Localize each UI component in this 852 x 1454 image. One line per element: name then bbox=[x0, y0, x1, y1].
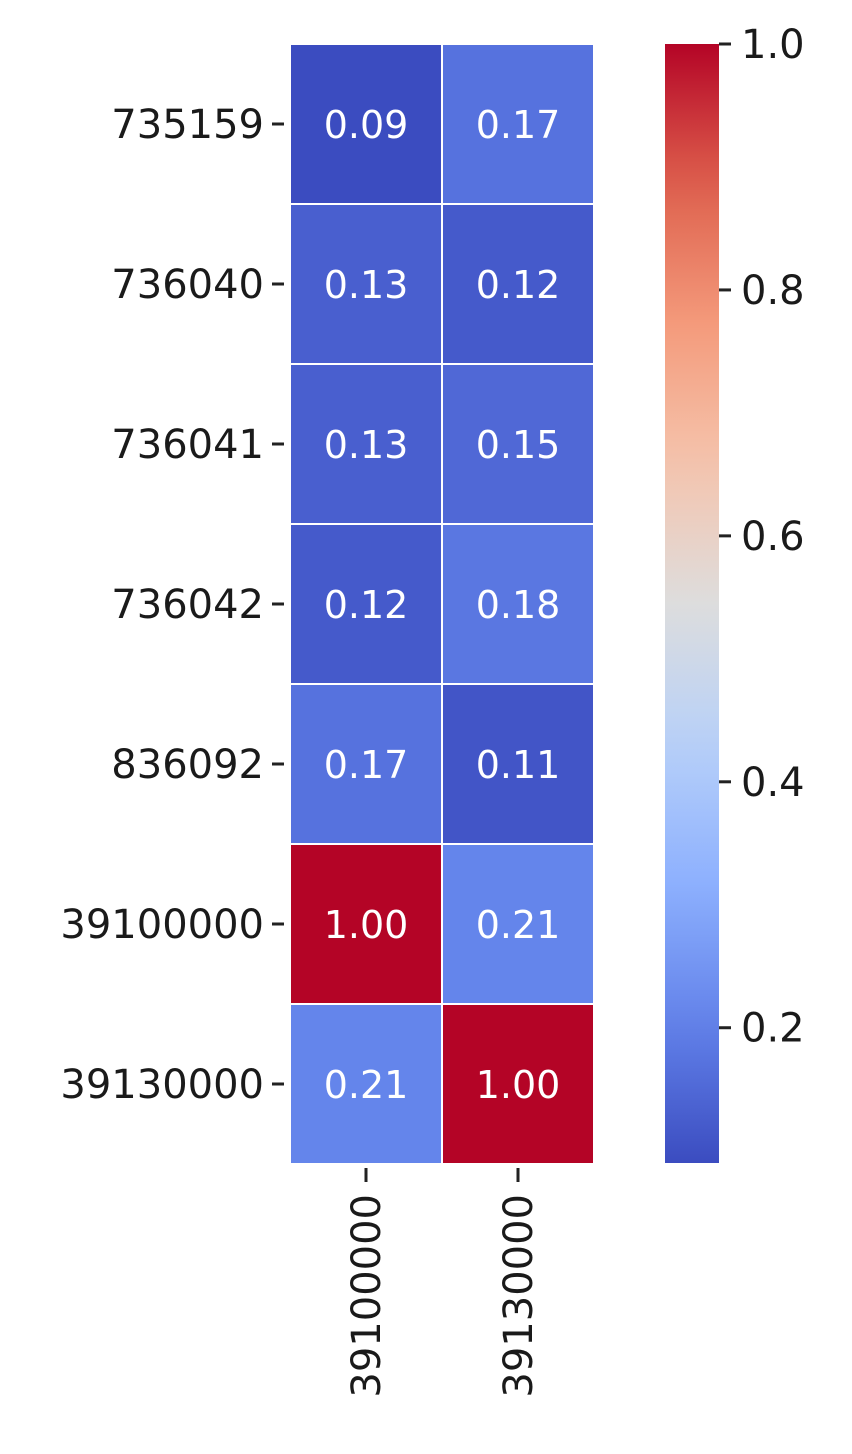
colorbar-gradient bbox=[665, 44, 719, 1163]
heatmap-cell-r2-c0 bbox=[289, 363, 443, 525]
heatmap-cell-r5-c1 bbox=[441, 843, 595, 1005]
cell-annotation-r4-c1: 0.11 bbox=[476, 743, 561, 787]
cell-annotation-r1-c0: 0.13 bbox=[324, 263, 409, 307]
y-tick-label-6: 39130000 bbox=[60, 1062, 264, 1108]
x-axis: 39100000 39130000 bbox=[344, 1168, 542, 1398]
heatmap-cell-r3-c1 bbox=[441, 523, 595, 685]
cell-annotation-r0-c1: 0.17 bbox=[476, 103, 561, 147]
colorbar: 0.2 0.4 0.6 0.8 1.0 bbox=[665, 22, 805, 1163]
y-tick-label-5: 39100000 bbox=[60, 902, 264, 948]
cell-annotation-r2-c0: 0.13 bbox=[324, 423, 409, 467]
colorbar-tick-label-1: 0.4 bbox=[741, 760, 805, 806]
cell-annotations: 0.09 0.17 0.13 0.12 0.13 0.15 0.12 0.18 0.17 0.11… bbox=[324, 103, 561, 1107]
heatmap-cell-r0-c0 bbox=[289, 43, 443, 205]
cell-annotation-r1-c1: 0.12 bbox=[476, 263, 561, 307]
cell-annotation-r3-c0: 0.12 bbox=[324, 583, 409, 627]
cell-annotation-r6-c0: 0.21 bbox=[324, 1063, 409, 1107]
colorbar-tick-label-4: 1.0 bbox=[741, 22, 805, 68]
colorbar-tick-label-2: 0.6 bbox=[741, 514, 805, 560]
heatmap-cells bbox=[289, 43, 595, 1165]
heatmap-cell-r1-c0 bbox=[289, 203, 443, 365]
y-tick-label-2: 736041 bbox=[111, 422, 264, 468]
heatmap-cell-r0-c1 bbox=[441, 43, 595, 205]
colorbar-tick-label-3: 0.8 bbox=[741, 268, 805, 314]
heatmap-cell-r1-c1 bbox=[441, 203, 595, 365]
colorbar-tick-label-0: 0.2 bbox=[741, 1006, 805, 1052]
cell-annotation-r4-c0: 0.17 bbox=[324, 743, 409, 787]
cell-annotation-r6-c1: 1.00 bbox=[476, 1063, 561, 1107]
cell-annotation-r2-c1: 0.15 bbox=[476, 423, 561, 467]
cell-annotation-r5-c1: 0.21 bbox=[476, 903, 561, 947]
y-tick-label-3: 736042 bbox=[111, 582, 264, 628]
y-axis: 735159 736040 736041 736042 836092 39100000 39… bbox=[60, 102, 284, 1108]
x-tick-label-1: 39130000 bbox=[496, 1194, 542, 1398]
x-tick-label-0: 39100000 bbox=[344, 1194, 390, 1398]
y-tick-label-1: 736040 bbox=[111, 262, 264, 308]
heatmap-cell-r2-c1 bbox=[441, 363, 595, 525]
y-tick-label-0: 735159 bbox=[111, 102, 264, 148]
cell-annotation-r5-c0: 1.00 bbox=[324, 903, 409, 947]
y-tick-label-4: 836092 bbox=[111, 742, 264, 788]
heatmap-cell-r6-c1 bbox=[441, 1003, 595, 1165]
cell-annotation-r0-c0: 0.09 bbox=[324, 103, 409, 147]
heatmap-cell-r4-c1 bbox=[441, 683, 595, 845]
heatmap-cell-r6-c0 bbox=[289, 1003, 443, 1165]
cell-annotation-r3-c1: 0.18 bbox=[476, 583, 561, 627]
